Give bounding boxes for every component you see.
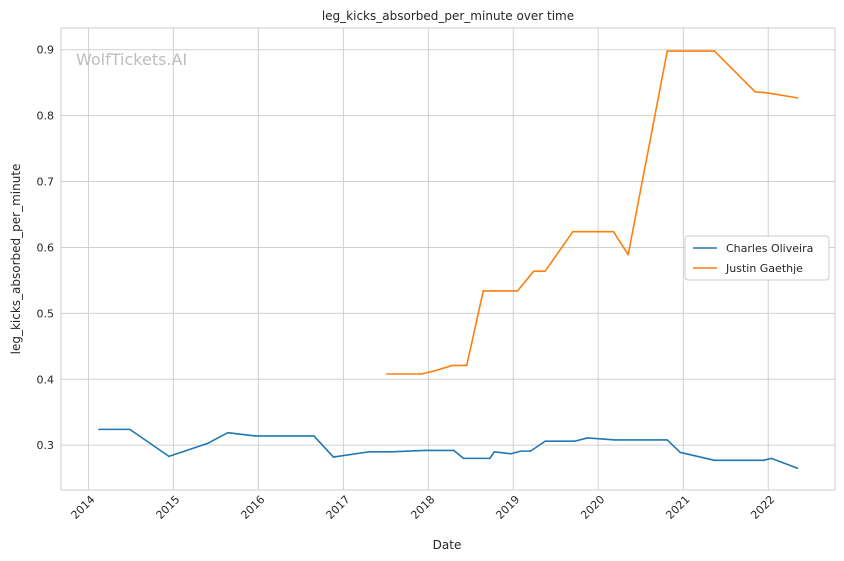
data-point-charles-oliveira [98, 428, 100, 431]
x-axis-label: Date [433, 538, 462, 552]
series-lines [98, 50, 799, 470]
x-tick-label: 2017 [324, 493, 353, 522]
data-point-charles-oliveira [510, 452, 512, 455]
x-tick-label: 2021 [663, 493, 692, 522]
y-tick-label: 0.5 [37, 307, 55, 320]
data-point-justin-gaethje [754, 91, 756, 93]
y-tick-label: 0.4 [37, 373, 55, 386]
data-point-justin-gaethje [420, 373, 423, 375]
legend: Charles Oliveira Justin Gaethje [684, 235, 830, 281]
data-point-charles-oliveira [493, 450, 496, 453]
x-tick-label: 2014 [69, 493, 98, 522]
data-point-charles-oliveira [679, 451, 682, 454]
series-line-charles-oliveira [98, 428, 798, 469]
data-point-charles-oliveira [488, 457, 491, 460]
y-tick-label: 0.7 [37, 176, 55, 189]
data-point-charles-oliveira [129, 428, 131, 431]
data-point-charles-oliveira [227, 431, 229, 434]
data-point-charles-oliveira [254, 435, 257, 437]
data-point-charles-oliveira [666, 439, 669, 441]
data-point-charles-oliveira [713, 459, 716, 462]
x-tick-label: 2020 [578, 493, 607, 522]
data-point-charles-oliveira [544, 440, 546, 443]
data-point-justin-gaethje [572, 230, 574, 233]
x-tick-label: 2016 [238, 493, 267, 522]
plot-frame [60, 27, 836, 491]
legend-label-justin-gaethje: Justin Gaethje [725, 262, 803, 275]
data-point-justin-gaethje [796, 97, 799, 99]
data-point-justin-gaethje [532, 270, 535, 272]
y-tick-label: 0.8 [37, 110, 55, 123]
data-point-justin-gaethje [516, 290, 519, 292]
data-point-justin-gaethje [451, 364, 454, 367]
data-point-justin-gaethje [544, 270, 546, 272]
legend-box [684, 235, 830, 281]
y-tick-label: 0.9 [37, 44, 55, 57]
y-tick-label: 0.3 [37, 439, 55, 452]
data-point-justin-gaethje [666, 50, 669, 52]
data-point-charles-oliveira [168, 455, 170, 458]
data-point-charles-oliveira [529, 450, 532, 452]
data-point-justin-gaethje [482, 290, 485, 292]
data-point-charles-oliveira [573, 440, 576, 443]
legend-label-charles-oliveira: Charles Oliveira [726, 242, 813, 255]
data-point-charles-oliveira [332, 456, 335, 458]
data-point-charles-oliveira [770, 457, 773, 460]
data-point-charles-oliveira [614, 439, 616, 441]
x-tick-label: 2015 [153, 493, 182, 522]
x-tick-label: 2022 [748, 493, 777, 522]
data-point-charles-oliveira [313, 435, 315, 437]
data-point-justin-gaethje [764, 91, 766, 94]
y-axis-label: leg_kicks_absorbed_per_minute [9, 164, 23, 355]
data-point-charles-oliveira [519, 450, 522, 452]
data-point-charles-oliveira [762, 459, 765, 462]
data-point-charles-oliveira [391, 450, 393, 453]
data-point-charles-oliveira [423, 449, 426, 452]
data-point-charles-oliveira [462, 457, 465, 460]
data-point-charles-oliveira [586, 437, 589, 439]
x-tick-label: 2018 [408, 493, 437, 522]
y-tick-label: 0.6 [37, 241, 55, 254]
data-point-charles-oliveira [453, 449, 455, 452]
data-point-justin-gaethje [465, 364, 468, 367]
data-point-justin-gaethje [612, 230, 615, 233]
data-point-justin-gaethje [386, 373, 388, 375]
x-tick-label: 2019 [493, 493, 522, 522]
data-point-justin-gaethje [434, 369, 436, 372]
data-point-charles-oliveira [207, 442, 209, 445]
data-point-justin-gaethje [713, 50, 716, 52]
grid-lines [61, 28, 835, 490]
watermark: WolfTickets.AI [76, 50, 187, 69]
data-point-charles-oliveira [368, 450, 371, 453]
chart-title: leg_kicks_absorbed_per_minute over time [322, 9, 574, 23]
data-point-charles-oliveira [796, 467, 799, 470]
data-point-justin-gaethje [627, 253, 629, 256]
